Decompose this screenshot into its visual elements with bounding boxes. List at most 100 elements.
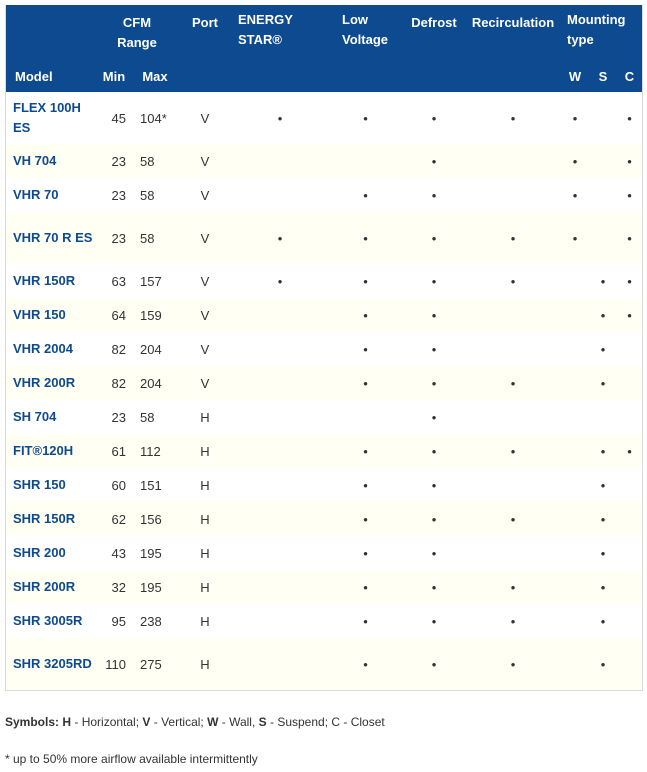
footnote: * up to 50% more airflow available inter… [5, 752, 258, 766]
min-cfm-cell: 23 [96, 400, 132, 434]
model-cell: VH 704 [6, 144, 96, 178]
table-row: SHR 3205RD 110 275 H • • • • [6, 638, 642, 690]
s-mark: • [589, 366, 617, 400]
header-max: Max [132, 61, 178, 92]
port-cell: V [178, 178, 232, 212]
energy-star-mark [232, 570, 328, 604]
port-cell: V [178, 264, 232, 298]
energy-star-mark [232, 332, 328, 366]
port-cell: H [178, 434, 232, 468]
w-mark: • [561, 92, 589, 144]
recirculation-mark: • [465, 434, 561, 468]
s-mark: • [589, 264, 617, 298]
low-voltage-mark: • [328, 92, 403, 144]
w-mark [561, 502, 589, 536]
max-cfm-cell: 195 [132, 570, 178, 604]
c-mark [617, 604, 642, 638]
model-cell: VHR 200R [6, 366, 96, 400]
s-mark: • [589, 570, 617, 604]
recirculation-mark [465, 536, 561, 570]
low-voltage-mark [328, 400, 403, 434]
c-mark: • [617, 178, 642, 212]
max-cfm-cell: 204 [132, 332, 178, 366]
port-cell: V [178, 332, 232, 366]
table-row: SHR 150 60 151 H • • • [6, 468, 642, 502]
max-cfm-cell: 159 [132, 298, 178, 332]
defrost-mark: • [403, 400, 465, 434]
low-voltage-mark: • [328, 570, 403, 604]
energy-star-mark [232, 638, 328, 690]
s-mark: • [589, 298, 617, 332]
min-cfm-cell: 62 [96, 502, 132, 536]
energy-star-mark [232, 400, 328, 434]
table-row: FIT®120H 61 112 H • • • • • [6, 434, 642, 468]
c-mark [617, 400, 642, 434]
defrost-mark: • [403, 92, 465, 144]
model-cell: SHR 200R [6, 570, 96, 604]
max-cfm-cell: 151 [132, 468, 178, 502]
header-energy-star: ENERGY STAR® [232, 5, 328, 61]
recirculation-mark: • [465, 212, 561, 264]
port-cell: V [178, 212, 232, 264]
symbols-legend: Symbols: H - Horizontal; V - Vertical; W… [5, 715, 385, 729]
model-cell: SHR 3205RD [6, 638, 96, 690]
port-cell: H [178, 536, 232, 570]
model-cell: VHR 70 R ES [6, 212, 96, 264]
header-mounting-type: Mounting type [561, 5, 642, 61]
max-cfm-cell: 58 [132, 144, 178, 178]
port-cell: V [178, 298, 232, 332]
max-cfm-cell: 275 [132, 638, 178, 690]
min-cfm-cell: 43 [96, 536, 132, 570]
w-mark [561, 638, 589, 690]
w-mark [561, 298, 589, 332]
defrost-mark: • [403, 332, 465, 366]
energy-star-mark [232, 178, 328, 212]
energy-star-mark [232, 434, 328, 468]
model-cell: SHR 150R [6, 502, 96, 536]
low-voltage-mark: • [328, 366, 403, 400]
header-wall: W [561, 61, 589, 92]
w-mark [561, 264, 589, 298]
c-mark: • [617, 264, 642, 298]
port-cell: V [178, 144, 232, 178]
table-row: VHR 70 23 58 V • • • • [6, 178, 642, 212]
w-mark [561, 434, 589, 468]
min-cfm-cell: 82 [96, 332, 132, 366]
header-min: Min [96, 61, 132, 92]
recirculation-mark: • [465, 604, 561, 638]
low-voltage-mark: • [328, 178, 403, 212]
c-mark [617, 638, 642, 690]
defrost-mark: • [403, 298, 465, 332]
c-mark [617, 332, 642, 366]
table-row: SHR 200R 32 195 H • • • • [6, 570, 642, 604]
table-row: SHR 3005R 95 238 H • • • • [6, 604, 642, 638]
model-cell: VHR 70 [6, 178, 96, 212]
w-mark [561, 468, 589, 502]
energy-star-mark [232, 604, 328, 638]
port-cell: V [178, 366, 232, 400]
model-cell: SHR 150 [6, 468, 96, 502]
min-cfm-cell: 45 [96, 92, 132, 144]
s-mark [589, 400, 617, 434]
max-cfm-cell: 112 [132, 434, 178, 468]
c-mark [617, 536, 642, 570]
w-mark [561, 332, 589, 366]
c-mark: • [617, 144, 642, 178]
header-closet: C [617, 61, 642, 92]
recirculation-mark: • [465, 502, 561, 536]
c-mark: • [617, 434, 642, 468]
s-mark: • [589, 638, 617, 690]
energy-star-mark [232, 144, 328, 178]
w-mark: • [561, 212, 589, 264]
port-cell: H [178, 400, 232, 434]
energy-star-mark [232, 366, 328, 400]
min-cfm-cell: 60 [96, 468, 132, 502]
c-mark [617, 502, 642, 536]
product-table-container: CFM Range Port ENERGY STAR® Low Voltage … [5, 5, 643, 691]
low-voltage-mark: • [328, 638, 403, 690]
table-row: VHR 150R 63 157 V • • • • • • [6, 264, 642, 298]
model-cell: SHR 200 [6, 536, 96, 570]
c-mark: • [617, 92, 642, 144]
s-mark [589, 92, 617, 144]
low-voltage-mark: • [328, 212, 403, 264]
